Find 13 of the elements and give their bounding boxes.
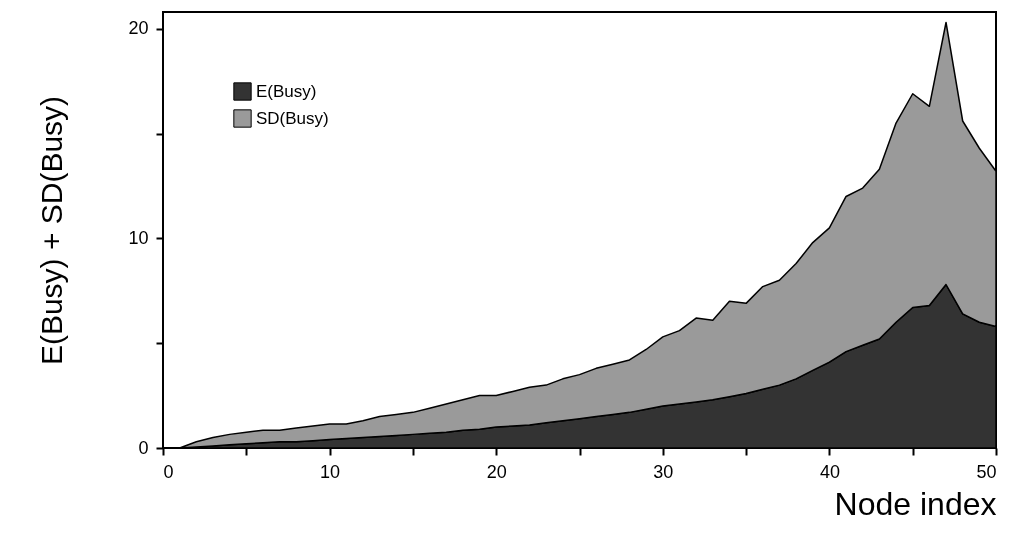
y-tick-label: 10 [128,227,149,248]
y-tick-label: 0 [138,437,149,458]
x-tick-label: 0 [163,461,174,482]
legend-label: E(Busy) [256,81,317,101]
x-tick-label: 20 [486,461,507,482]
legend-label: SD(Busy) [256,108,329,128]
x-axis-title: Node index [834,485,997,522]
y-tick-label: 20 [128,18,149,39]
x-tick-label: 40 [819,461,840,482]
x-tick-label: 10 [320,461,341,482]
y-axis-title: E(Busy) + SD(Busy) [35,95,69,366]
x-tick-label: 30 [653,461,674,482]
x-tick-label: 50 [976,461,997,482]
